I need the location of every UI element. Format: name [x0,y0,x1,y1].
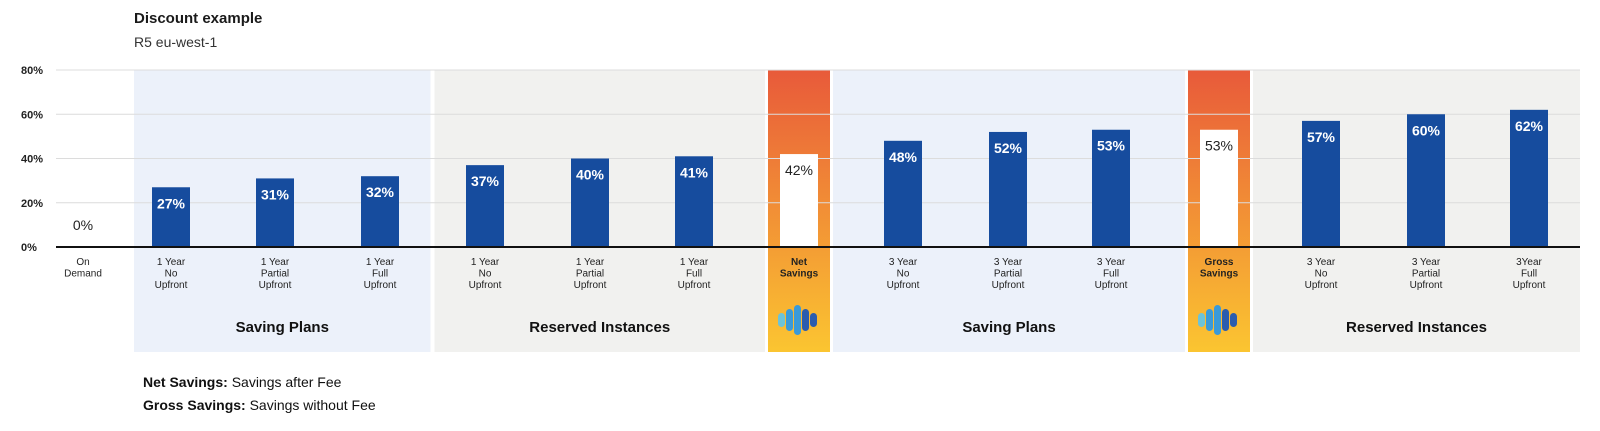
x-tick-label: Demand [64,269,102,280]
x-tick-label: Savings [1200,269,1239,280]
x-tick-label: Partial [994,269,1022,280]
x-tick-label: Upfront [364,280,397,291]
y-tick-label: 0% [21,242,37,254]
bar-value-label: 48% [889,149,918,165]
x-tick-label: Upfront [574,280,607,291]
x-tick-label: No [1315,269,1328,280]
x-tick-label: 3 Year [994,257,1023,268]
x-tick-label: Full [372,269,388,280]
x-tick-label: 1 Year [261,257,290,268]
bar-value-label: 42% [785,162,813,178]
bar [884,140,922,247]
brand-logo-icon [810,313,817,327]
brand-logo-icon [794,305,801,335]
x-tick-label: Full [686,269,702,280]
bar-value-label: 53% [1205,138,1233,154]
net-savings-text: Savings after Fee [227,374,342,390]
x-tick-label: 3 Year [1307,257,1336,268]
x-tick-label: Upfront [1513,280,1546,291]
bar-value-label: 40% [576,167,605,183]
bar [1092,129,1130,247]
group-label: Saving Plans [962,319,1055,336]
x-tick-label: No [165,269,178,280]
x-tick-label: Savings [780,269,819,280]
x-tick-label: Upfront [1095,280,1128,291]
bar-value-label: 53% [1097,138,1126,154]
x-tick-label: 1 Year [471,257,500,268]
bar [989,131,1027,247]
x-tick-label: Gross [1205,257,1234,268]
highlight-bar [780,154,818,247]
bar-value-label: 0% [73,217,93,233]
highlight-bar [1200,129,1238,247]
x-tick-label: No [897,269,910,280]
brand-logo-icon [802,309,809,331]
bar-value-label: 62% [1515,118,1544,134]
bar-value-label: 57% [1307,129,1336,145]
x-tick-label: Partial [1412,269,1440,280]
x-tick-label: On [76,257,89,268]
bar [256,178,294,247]
brand-logo-icon [1198,313,1205,327]
bar-value-label: 31% [261,186,290,202]
bar [1510,109,1548,247]
x-tick-label: 3 Year [1412,257,1441,268]
x-tick-label: 3 Year [1097,257,1126,268]
bar [1407,114,1445,247]
x-tick-label: 1 Year [680,257,709,268]
y-tick-label: 40% [21,154,43,166]
net-savings-term: Net Savings: [143,374,228,390]
x-tick-label: Full [1521,269,1537,280]
x-tick-label: Upfront [469,280,502,291]
gross-savings-text: Savings without Fee [245,397,376,413]
brand-logo-icon [778,313,785,327]
group-label: Reserved Instances [1346,319,1487,336]
bar-value-label: 27% [157,195,186,211]
group-label: Reserved Instances [529,319,670,336]
bar-value-label: 32% [366,184,395,200]
bar [152,187,190,247]
gross-savings-term: Gross Savings: [143,397,246,413]
x-tick-label: Upfront [887,280,920,291]
y-tick-label: 80% [21,65,43,77]
bar [466,165,504,247]
bar [675,156,713,247]
x-tick-label: Upfront [155,280,188,291]
x-tick-label: No [479,269,492,280]
x-tick-label: Partial [576,269,604,280]
bar-value-label: 52% [994,140,1023,156]
page-title: Discount example [134,10,263,27]
x-tick-label: 3 Year [889,257,918,268]
y-tick-label: 20% [21,198,43,210]
y-tick-label: 60% [21,109,43,121]
x-tick-label: 1 Year [576,257,605,268]
brand-logo-icon [786,309,793,331]
x-tick-label: Upfront [1410,280,1443,291]
bar-value-label: 60% [1412,122,1441,138]
x-tick-label: Full [1103,269,1119,280]
x-tick-label: 1 Year [366,257,395,268]
x-tick-label: Upfront [992,280,1025,291]
gross-savings-note: Gross Savings: Savings without Fee [143,397,376,413]
bar [361,176,399,247]
brand-logo-icon [1230,313,1237,327]
brand-logo-icon [1206,309,1213,331]
x-tick-label: Upfront [259,280,292,291]
brand-logo-icon [1214,305,1221,335]
x-tick-label: 3Year [1516,257,1542,268]
x-tick-label: Net [791,257,808,268]
bar-value-label: 37% [471,173,500,189]
group-label: Saving Plans [236,319,329,336]
x-tick-label: 1 Year [157,257,186,268]
x-tick-label: Partial [261,269,289,280]
x-tick-label: Upfront [1305,280,1338,291]
bar [1302,120,1340,247]
bar-value-label: 41% [680,164,709,180]
bar [571,158,609,247]
page-subtitle: R5 eu-west-1 [134,34,218,50]
net-savings-note: Net Savings: Savings after Fee [143,374,341,390]
x-tick-label: Upfront [678,280,711,291]
brand-logo-icon [1222,309,1229,331]
